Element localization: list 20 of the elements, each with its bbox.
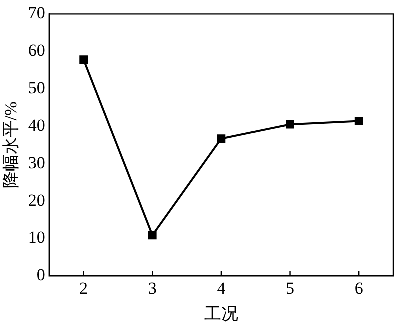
y-tick-label: 60 <box>28 41 46 60</box>
x-tick-label: 6 <box>354 278 364 298</box>
point <box>217 134 226 144</box>
x-tick-label: 3 <box>148 278 157 298</box>
y-tick-label: 20 <box>28 190 46 210</box>
x-axis-title: 工况 <box>204 304 238 324</box>
y-tick-label: 40 <box>28 116 46 135</box>
y-axis-title: 降幅水平/% <box>2 102 21 189</box>
y-tick-label: 0 <box>36 266 46 285</box>
y-tick-label: 30 <box>28 153 46 172</box>
x-tick-label: 4 <box>217 278 226 298</box>
y-tick-label: 10 <box>28 228 46 248</box>
y-tick-label: 70 <box>28 4 46 23</box>
point <box>286 120 294 129</box>
point <box>148 231 157 240</box>
point <box>354 117 364 126</box>
x-tick-label: 5 <box>286 278 295 298</box>
y-tick-label: 50 <box>28 78 46 98</box>
point <box>80 56 88 64</box>
x-tick-label: 2 <box>80 278 88 298</box>
